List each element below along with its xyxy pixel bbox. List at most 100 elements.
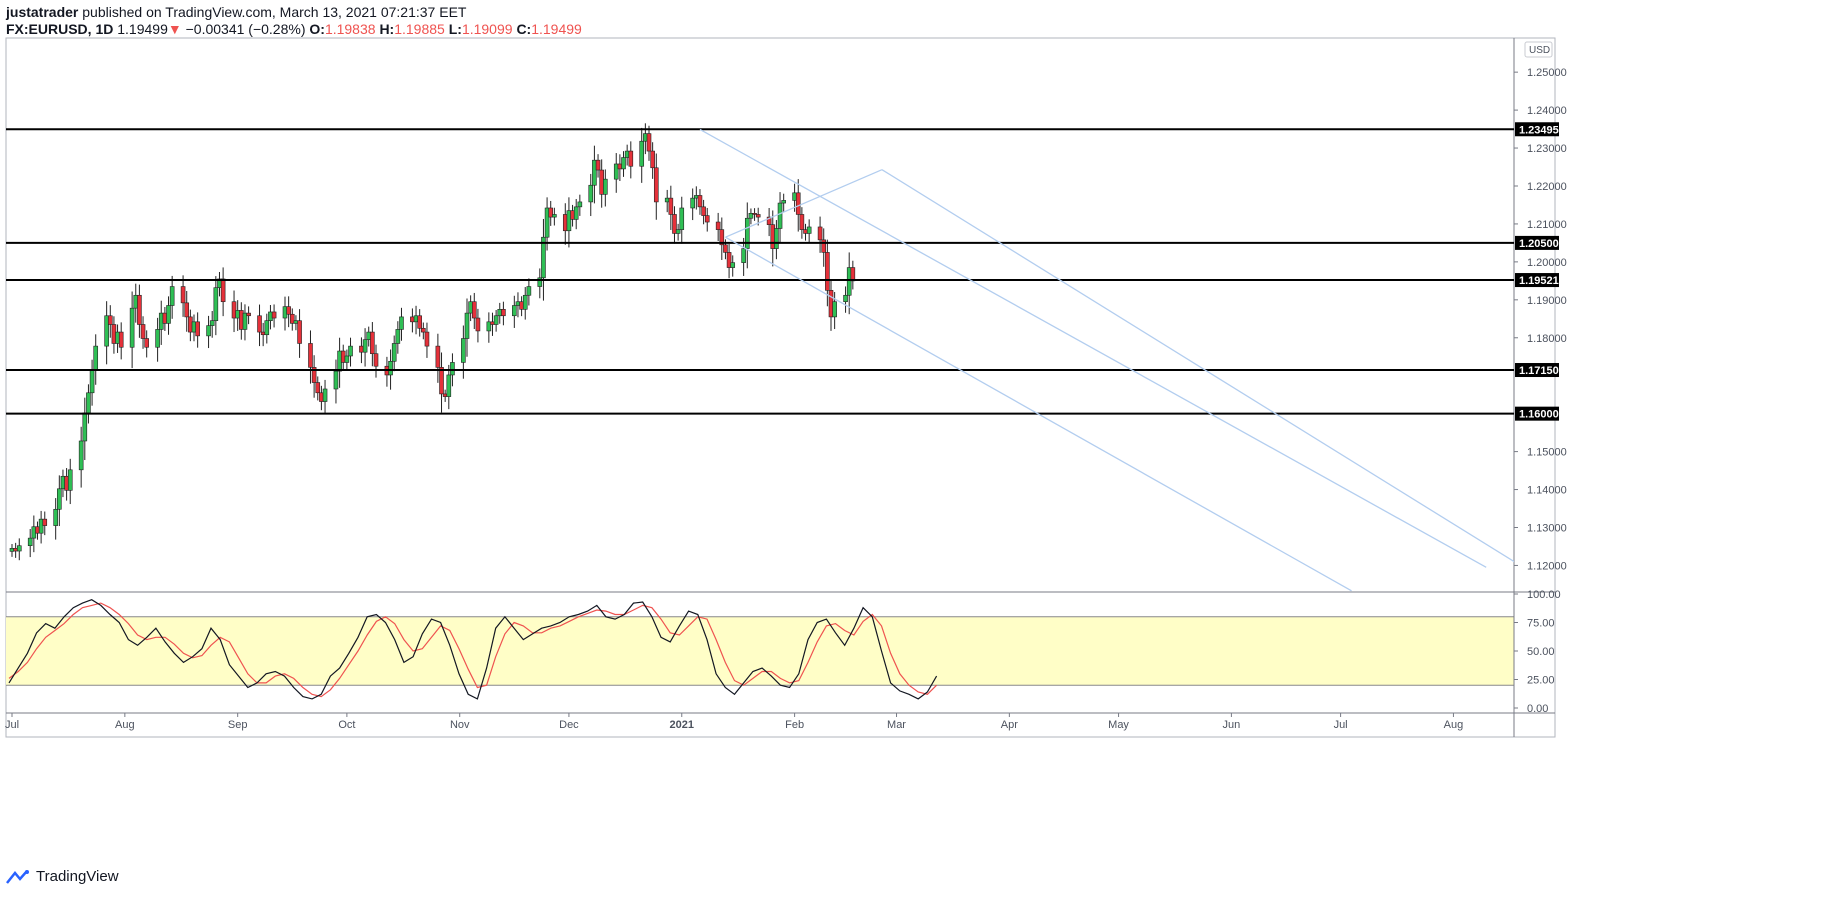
candle-down [195,321,200,337]
candle-up [322,388,328,402]
candle-up [461,338,466,363]
price-tick-label: 1.23000 [1527,143,1567,155]
price-tick-label: 1.14000 [1527,485,1567,497]
stoch-tick-label: 100.00 [1527,589,1561,601]
candle-up [362,339,368,353]
candle-down [726,252,732,268]
author-name[interactable]: justatrader [6,4,79,20]
candle-up [843,294,848,303]
time-tick-label: Aug [1444,719,1464,731]
candle-down [766,216,772,225]
channel-line [881,169,1514,563]
candle-up [264,320,270,336]
tradingview-brand: TradingView [36,868,119,885]
price-tick-label: 1.24000 [1527,105,1567,117]
published-text: published on TradingView.com, March 13, … [82,4,467,20]
price-tick-label: 1.15000 [1527,447,1567,459]
candle-up [621,157,626,170]
time-tick-label: Jul [5,719,19,731]
candle-down [417,315,422,329]
close-label: C: [516,21,532,37]
candle-down [723,244,728,253]
stoch-tick-label: 0.00 [1527,703,1548,715]
candle-down [697,195,703,208]
candle-up [486,321,492,332]
candle-up [67,469,73,491]
candle-up [395,329,401,344]
time-tick-label: Aug [115,719,135,731]
candle-up [552,214,557,218]
candles [9,123,856,561]
tradingview-footer[interactable]: TradingView [6,868,119,885]
candle-up [679,207,685,230]
candle-up [522,294,528,310]
candle-down [439,367,444,395]
price-axis: 1.25000 1.24000 1.23000 1.22000 1.21000 1.200… [1514,67,1567,572]
candle-up [242,312,248,330]
candle-up [774,228,779,249]
time-tick-label: Nov [450,719,470,731]
candle-up [603,178,608,195]
candle-down [817,226,823,241]
time-tick-label: 2021 [670,719,694,731]
candle-down [435,345,441,368]
candle-down [715,221,721,230]
candle-up [206,325,211,337]
candle-down [501,309,506,317]
candle-down [311,367,317,383]
candle-up [82,412,88,442]
price-tick-label: 1.13000 [1527,522,1567,534]
level-price-tag [1515,122,1559,137]
candle-up [806,226,812,234]
candle-up [104,315,109,347]
candle-up [399,316,404,330]
candle-down [42,518,48,526]
candle-down [373,353,379,367]
channel-line [699,128,1487,568]
candle-down [471,301,477,319]
candle-up [166,305,171,324]
publish-line: justatrader published on TradingView.com… [6,4,466,20]
stochastic-band [6,616,1514,686]
candle-up [169,286,175,306]
candle-down [140,324,146,339]
candle-down [231,301,237,319]
candle-up [38,518,44,534]
candle-down [646,133,652,152]
candle-up [57,488,62,510]
candle-up [155,329,160,348]
candle-up [588,184,594,203]
candle-up [741,248,746,263]
stochastic-axis: 100.00 75.00 50.00 25.00 0.00 [1514,589,1561,715]
candle-up [446,374,452,397]
horizontal-levels: 1.23495 1.20500 1.19521 1.17150 1.16000 [6,122,1559,421]
candle-up [16,545,22,552]
candle-up [388,360,393,376]
candle-down [370,331,375,355]
time-tick-label: Sep [228,719,248,731]
candle-up [86,392,91,414]
time-tick-label: Mar [887,719,906,731]
low-value: 1.19099 [461,21,513,37]
candle-down [719,229,725,246]
candle-up [781,200,786,204]
price-change: −0.00341 (−0.28%) [185,21,306,37]
candle-down [628,150,634,167]
candle-up [512,305,517,317]
price-tick-label: 1.22000 [1527,181,1567,193]
candle-down [704,215,710,223]
candle-down [821,239,827,253]
candle-down [107,315,113,325]
candle-up [577,201,583,208]
candle-down [795,192,801,215]
candle-up [93,345,99,371]
level-price-tag [1515,406,1559,421]
candle-down [825,252,830,291]
time-tick-label: Jun [1223,719,1241,731]
time-tick-label: Apr [1001,719,1018,731]
price-tick-label: 1.25000 [1527,67,1567,79]
candle-down [653,167,659,203]
level-price-tag [1515,273,1559,288]
stoch-tick-label: 25.00 [1527,675,1555,687]
